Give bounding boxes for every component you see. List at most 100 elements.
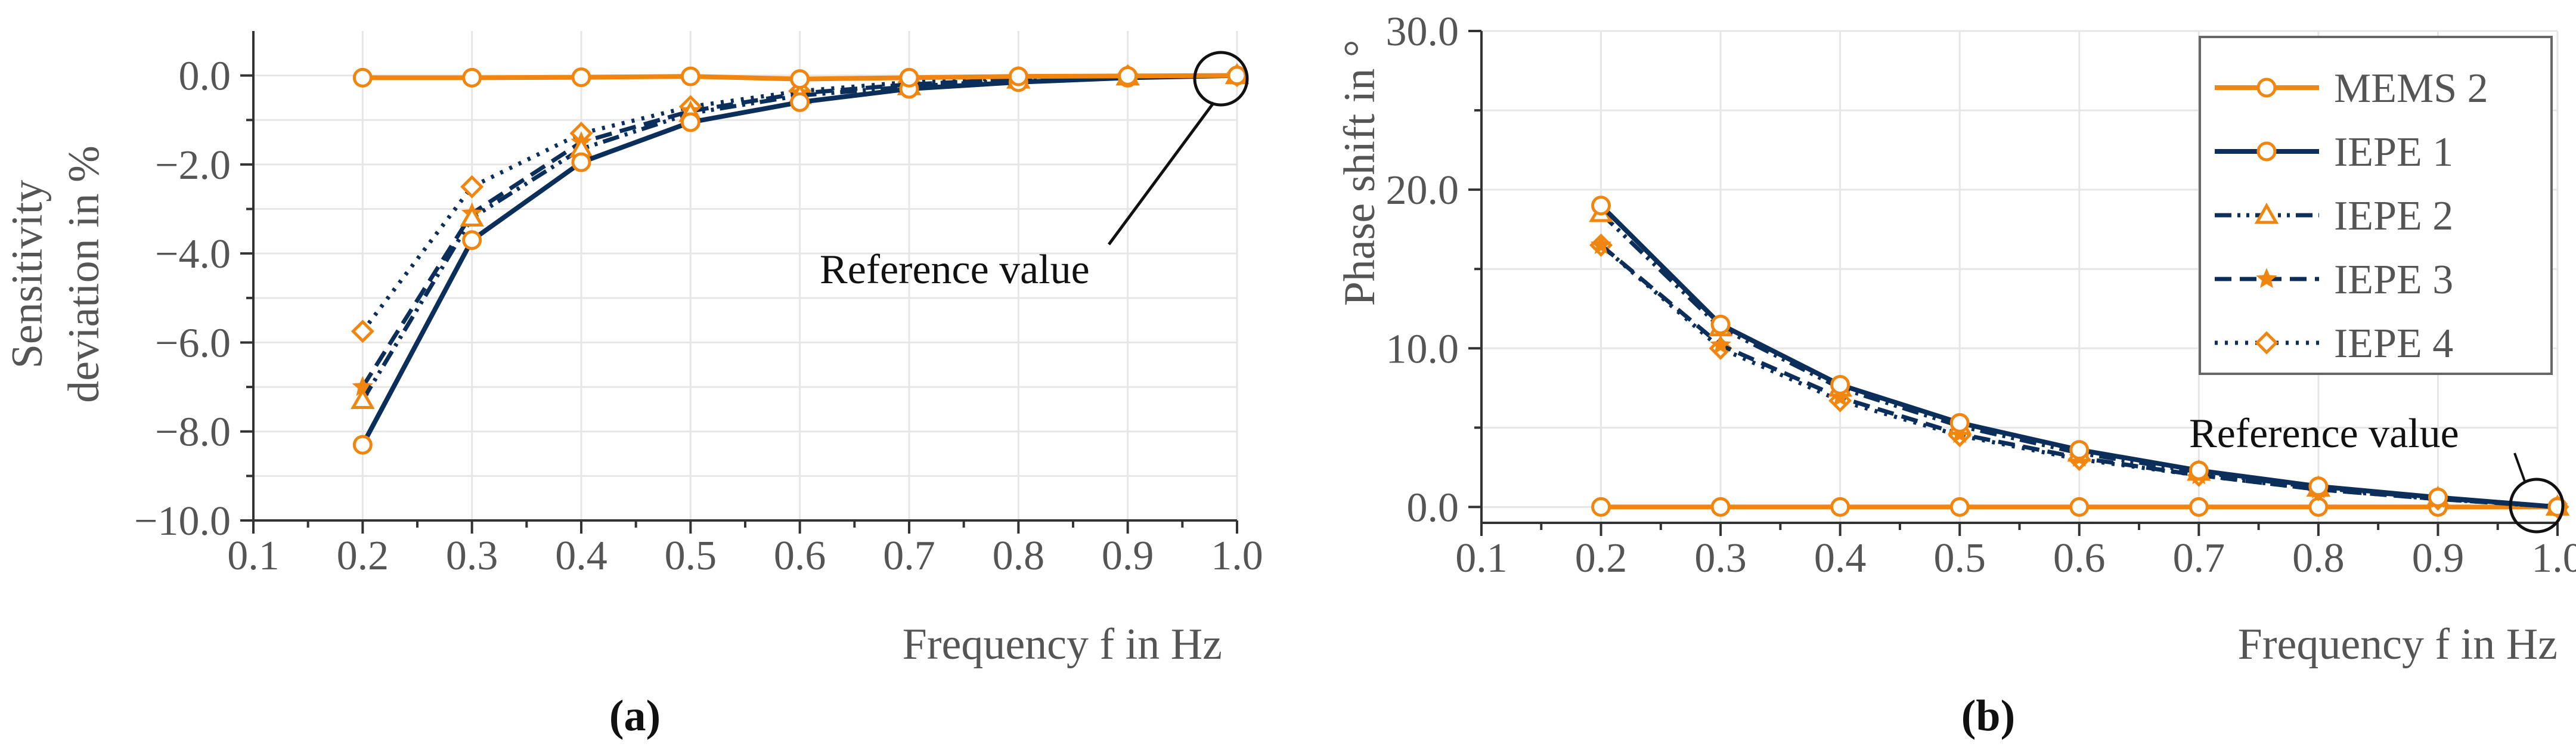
legend-marker-mems-2 [2256, 78, 2277, 98]
a-point-iepe-1-3 [680, 112, 700, 132]
b-xtick-label: 0.8 [2292, 535, 2345, 581]
b-line-iepe-2 [1599, 212, 2558, 509]
b-xtick-label: 0.1 [1455, 535, 1508, 581]
b-ytick-label: 20.0 [1386, 168, 1459, 213]
b-point-iepe-1-3 [1949, 413, 1970, 433]
panel-b-reference-label: Reference value [2189, 411, 2459, 457]
a-point-iepe-1-1 [462, 230, 482, 250]
legend-marker-iepe-1 [2256, 141, 2277, 162]
panel-a-label: (a) [609, 692, 661, 740]
legend-entry-iepe-2: IEPE 2 [2215, 193, 2453, 239]
a-xtick-label: 0.5 [665, 533, 717, 579]
a-xtick-label: 0.3 [446, 533, 498, 579]
a-point-iepe-1-0 [352, 435, 373, 455]
legend-entry-iepe-3: IEPE 3 [2215, 257, 2453, 303]
panel-a-y-axis-label-line1: Sensitivity [3, 180, 52, 369]
a-series-mems-2 [352, 66, 1247, 89]
panel-a-reference-circle [1193, 51, 1249, 107]
legend-entry-mems-2: MEMS 2 [2215, 66, 2488, 111]
panel-b-reference-circle [2509, 478, 2565, 534]
legend-label-iepe-2: IEPE 2 [2334, 193, 2453, 239]
a-ytick-label: −6.0 [155, 320, 231, 366]
a-point-iepe-4-0 [351, 320, 374, 343]
panel-b-y-axis-label: Phase shift in ° [1335, 40, 1384, 306]
b-xtick-label: 0.3 [1694, 535, 1747, 581]
panel-b-x-axis-label: Frequency f in Hz [2238, 620, 2558, 669]
a-xtick-label: 0.8 [993, 533, 1045, 579]
panel-a-reference-label: Reference value [820, 247, 1090, 293]
panel-b-reference-leader [2513, 452, 2527, 483]
panel-b-legend: MEMS 2 IEPE 1 IEPE 2 IEPE 3 IEPE 4 [2199, 36, 2553, 375]
b-point-mems-2-0 [1591, 497, 1611, 517]
a-point-mems-2-0 [352, 67, 373, 88]
b-point-iepe-1-2 [1830, 374, 1850, 395]
legend-marker-iepe-4 [2255, 331, 2279, 355]
panel-a-gridlines [253, 31, 1238, 522]
b-point-iepe-1-6 [2308, 476, 2329, 497]
a-point-mems-2-7 [1118, 66, 1138, 86]
a-point-iepe-2-0 [351, 388, 375, 409]
b-point-mems-2-3 [1949, 497, 1970, 517]
b-xtick-label: 0.5 [1933, 535, 1986, 581]
a-ytick-label: −10.0 [134, 498, 231, 544]
b-xtick-label: 0.9 [2412, 535, 2465, 581]
a-point-mems-2-4 [790, 69, 810, 89]
b-point-iepe-1-7 [2428, 487, 2448, 507]
panel-a-axes [240, 31, 1238, 534]
b-point-mems-2-5 [2188, 497, 2209, 517]
a-xtick-label: 0.9 [1102, 533, 1154, 579]
b-point-iepe-3-1 [1710, 334, 1731, 355]
legend-marker-iepe-3 [2256, 268, 2277, 289]
b-ytick-label: 30.0 [1386, 9, 1459, 55]
a-xtick-label: 0.1 [227, 533, 280, 579]
panel-a-reference-annotation: Reference value [820, 51, 1249, 293]
a-point-mems-2-8 [1227, 66, 1247, 86]
b-point-iepe-1-0 [1591, 196, 1611, 216]
b-xtick-label: 0.6 [2053, 535, 2106, 581]
b-point-iepe-3-0 [1590, 234, 1612, 255]
a-point-iepe-1-4 [790, 92, 810, 112]
legend-label-iepe-4: IEPE 4 [2334, 321, 2453, 367]
legend-entry-iepe-1: IEPE 1 [2215, 129, 2453, 175]
b-point-iepe-1-5 [2188, 460, 2209, 481]
panel-a-x-axis-label: Frequency f in Hz [903, 620, 1222, 669]
b-xtick-label: 0.2 [1575, 535, 1628, 581]
b-xtick-label: 1.0 [2531, 535, 2576, 581]
b-series-mems-2 [1591, 497, 2568, 517]
a-ytick-label: 0.0 [179, 54, 231, 100]
a-point-iepe-1-2 [571, 152, 591, 172]
legend-label-iepe-1: IEPE 1 [2334, 129, 2453, 175]
a-point-iepe-4-1 [460, 175, 484, 199]
a-xtick-label: 0.2 [337, 533, 389, 579]
panel-a-reference-leader [1107, 101, 1216, 246]
b-series-iepe-1 [1591, 196, 2568, 517]
a-xtick-label: 0.7 [883, 533, 935, 579]
panel-a-y-axis-label-line2: deviation in % [60, 145, 109, 403]
legend-marker-iepe-2 [2254, 202, 2279, 224]
panel-a-series [351, 63, 1250, 455]
b-point-iepe-1-4 [2069, 440, 2090, 460]
b-point-mems-2-1 [1710, 497, 1731, 517]
b-xtick-label: 0.4 [1814, 535, 1867, 581]
b-point-mems-2-4 [2069, 497, 2090, 517]
a-ytick-label: −4.0 [155, 231, 231, 277]
panel-b-label: (b) [1961, 692, 2015, 740]
b-point-mems-2-2 [1830, 497, 1850, 517]
legend-label-mems-2: MEMS 2 [2334, 66, 2488, 111]
a-point-iepe-2-1 [460, 205, 484, 227]
a-point-mems-2-2 [571, 67, 591, 88]
a-xtick-label: 0.4 [555, 533, 607, 579]
a-xtick-label: 1.0 [1211, 533, 1263, 579]
legend-label-iepe-3: IEPE 3 [2334, 257, 2453, 303]
a-ytick-label: −8.0 [155, 410, 231, 455]
a-xtick-label: 0.6 [774, 533, 826, 579]
panel-a-chart: 0.1 0.2 0.3 0.4 0.5 0.6 0.7 0.8 0.9 1.0 0.0 −2.0 −4.… [3, 31, 1263, 740]
panel-b-axes [1468, 30, 2559, 536]
b-ytick-label: 10.0 [1386, 326, 1459, 372]
a-point-mems-2-6 [1008, 66, 1028, 86]
a-point-mems-2-3 [680, 66, 700, 86]
a-ytick-label: −2.0 [155, 142, 231, 188]
a-point-mems-2-1 [462, 67, 482, 88]
panel-b-chart: 0.1 0.2 0.3 0.4 0.5 0.6 0.7 0.8 0.9 1.0 0.0 10.0 20.… [1335, 9, 2576, 740]
